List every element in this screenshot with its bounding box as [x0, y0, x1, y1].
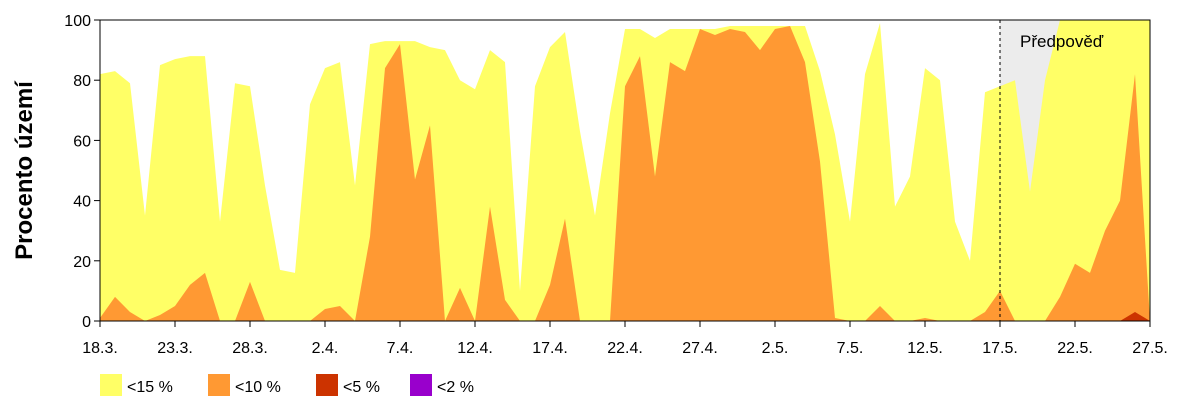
x-tick-label-1: 23.3. [157, 340, 193, 357]
legend-label-1: <10 % [235, 379, 281, 396]
y-tick-label-40: 40 [73, 194, 91, 211]
x-tick-label-11: 12.5. [907, 340, 943, 357]
legend-label-2: <5 % [343, 379, 380, 396]
x-tick-label-2: 28.3. [232, 340, 268, 357]
legend-swatch-3 [410, 374, 432, 396]
x-tick-label-4: 7.4. [387, 340, 414, 357]
series-area-1 [100, 26, 1150, 322]
legend: <15 % <10 % <5 % <2 % [100, 374, 474, 396]
y-tick-label-60: 60 [73, 133, 91, 150]
x-tick-label-9: 2.5. [762, 340, 789, 357]
y-axis-title: Procento území [11, 80, 38, 260]
x-tick-label-14: 27.5. [1132, 340, 1168, 357]
x-tick-label-7: 22.4. [607, 340, 643, 357]
plot-area: Předpověď [100, 20, 1150, 322]
y-tick-label-20: 20 [73, 254, 91, 271]
x-tick-label-3: 2.4. [312, 340, 339, 357]
x-tick-label-12: 17.5. [982, 340, 1018, 357]
legend-swatch-2 [316, 374, 338, 396]
legend-label-0: <15 % [127, 379, 173, 396]
legend-label-3: <2 % [437, 379, 474, 396]
y-tick-label-80: 80 [73, 73, 91, 90]
forecast-label: Předpověď [1020, 32, 1104, 51]
x-tick-label-5: 12.4. [457, 340, 493, 357]
x-tick-label-6: 17.4. [532, 340, 568, 357]
x-tick-label-10: 7.5. [837, 340, 864, 357]
legend-swatch-0 [100, 374, 122, 396]
y-tick-label-100: 100 [64, 13, 91, 30]
axes: 0 20 40 60 80 100 18.3. 23.3. 28.3. 2.4. 7.4. 12.4.… [11, 13, 1168, 357]
legend-swatch-1 [208, 374, 230, 396]
x-tick-label-0: 18.3. [82, 340, 118, 357]
x-tick-label-8: 27.4. [682, 340, 718, 357]
y-tick-label-0: 0 [82, 314, 91, 331]
x-tick-label-13: 22.5. [1057, 340, 1093, 357]
